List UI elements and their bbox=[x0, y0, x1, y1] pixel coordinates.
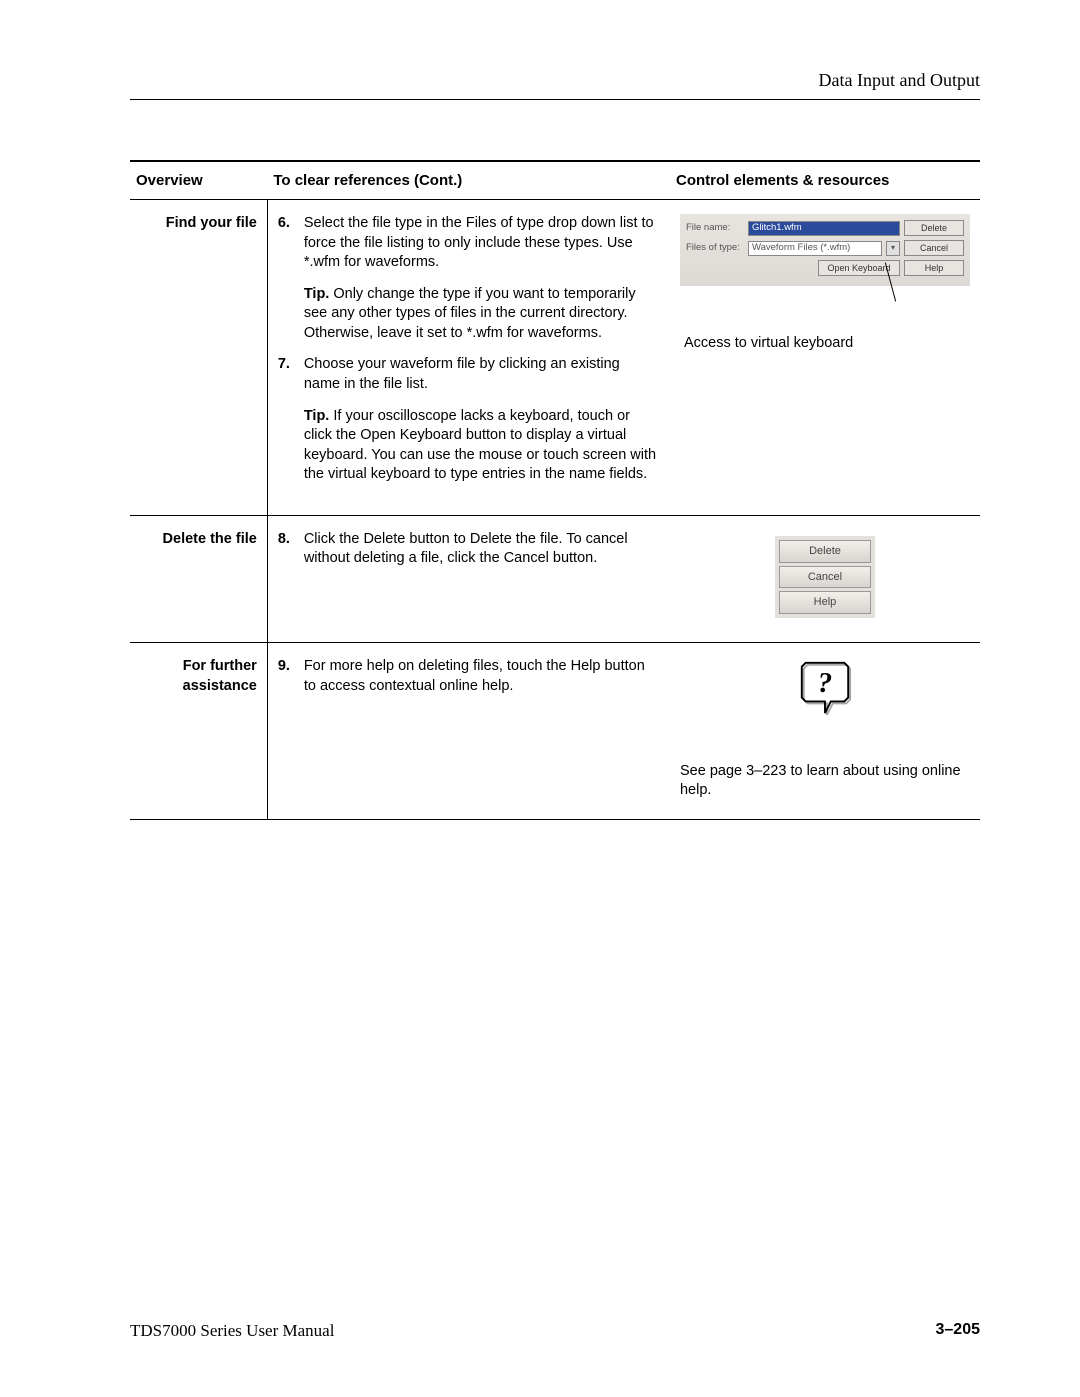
steps-cell: 6. Select the file type in the Files of … bbox=[267, 200, 670, 516]
step-number: 7. bbox=[278, 355, 304, 394]
footer: TDS7000 Series User Manual 3–205 bbox=[130, 1321, 980, 1341]
overview-cell: Find your file bbox=[130, 200, 267, 516]
table-row: Delete the file 8. Click the Delete butt… bbox=[130, 515, 980, 643]
section-title: Data Input and Output bbox=[819, 70, 980, 90]
tip-label: Tip. bbox=[304, 286, 330, 302]
step-number: 9. bbox=[278, 657, 304, 696]
col-header-overview: Overview bbox=[130, 161, 267, 200]
manual-title: TDS7000 Series User Manual bbox=[130, 1321, 334, 1341]
step-text: Select the file type in the Files of typ… bbox=[304, 214, 660, 273]
table-row: For further assistance 9. For more help … bbox=[130, 643, 980, 820]
resources-cell: ? See page 3–223 to learn about using on… bbox=[670, 643, 980, 820]
header: Data Input and Output bbox=[130, 70, 980, 100]
tip-label: Tip. bbox=[304, 408, 330, 424]
files-of-type-field[interactable]: Waveform Files (*.wfm) bbox=[748, 241, 882, 256]
overview-cell: Delete the file bbox=[130, 515, 267, 643]
step-number: 6. bbox=[278, 214, 304, 273]
file-dialog: File name: Glitch1.wfm Delete Files of t… bbox=[680, 214, 970, 286]
chevron-down-icon[interactable]: ▾ bbox=[886, 241, 900, 256]
keyboard-caption: Access to virtual keyboard bbox=[684, 334, 970, 354]
file-name-field[interactable]: Glitch1.wfm bbox=[748, 221, 900, 236]
delete-button[interactable]: Delete bbox=[779, 540, 871, 563]
button-stack: Delete Cancel Help bbox=[775, 536, 875, 619]
cancel-button[interactable]: Cancel bbox=[779, 566, 871, 589]
tip: Tip. If your oscilloscope lacks a keyboa… bbox=[304, 407, 660, 485]
tip: Tip. Only change the type if you want to… bbox=[304, 285, 660, 344]
files-of-type-label: Files of type: bbox=[686, 242, 744, 255]
step-text: For more help on deleting files, touch t… bbox=[304, 657, 660, 696]
step: 6. Select the file type in the Files of … bbox=[278, 214, 660, 273]
step: 7. Choose your waveform file by clicking… bbox=[278, 355, 660, 394]
steps-cell: 8. Click the Delete button to Delete the… bbox=[267, 515, 670, 643]
step-text: Choose your waveform file by clicking an… bbox=[304, 355, 660, 394]
file-name-label: File name: bbox=[686, 222, 744, 235]
svg-text:?: ? bbox=[818, 667, 833, 699]
col-header-steps: To clear references (Cont.) bbox=[267, 161, 670, 200]
table-row: Find your file 6. Select the file type i… bbox=[130, 200, 980, 516]
help-caption: See page 3–223 to learn about using onli… bbox=[680, 762, 970, 801]
col-header-resources: Control elements & resources bbox=[670, 161, 980, 200]
help-question-icon: ? bbox=[796, 657, 854, 715]
delete-button[interactable]: Delete bbox=[904, 220, 964, 236]
help-button[interactable]: Help bbox=[904, 260, 964, 276]
procedure-table: Overview To clear references (Cont.) Con… bbox=[130, 160, 980, 820]
help-icon-wrap: ? bbox=[680, 657, 970, 722]
resources-cell: File name: Glitch1.wfm Delete Files of t… bbox=[670, 200, 980, 516]
cancel-button[interactable]: Cancel bbox=[904, 240, 964, 256]
steps-cell: 9. For more help on deleting files, touc… bbox=[267, 643, 670, 820]
resources-cell: Delete Cancel Help bbox=[670, 515, 980, 643]
tip-text: If your oscilloscope lacks a keyboard, t… bbox=[304, 408, 656, 483]
tip-text: Only change the type if you want to temp… bbox=[304, 286, 636, 341]
overview-cell: For further assistance bbox=[130, 643, 267, 820]
step: 9. For more help on deleting files, touc… bbox=[278, 657, 660, 696]
help-button[interactable]: Help bbox=[779, 591, 871, 614]
step-number: 8. bbox=[278, 530, 304, 569]
page: Data Input and Output Overview To clear … bbox=[0, 0, 1080, 1397]
page-number: 3–205 bbox=[936, 1321, 981, 1341]
step: 8. Click the Delete button to Delete the… bbox=[278, 530, 660, 569]
step-text: Click the Delete button to Delete the fi… bbox=[304, 530, 660, 569]
